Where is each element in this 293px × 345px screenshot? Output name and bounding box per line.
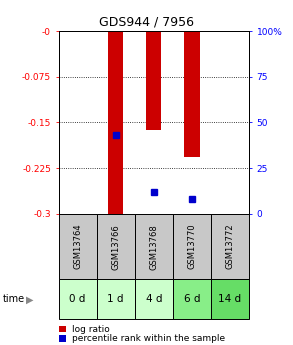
Text: GSM13772: GSM13772 (226, 224, 234, 269)
Text: 0 d: 0 d (69, 294, 86, 304)
Text: time: time (3, 294, 25, 304)
Text: log ratio: log ratio (72, 325, 110, 334)
Text: GSM13768: GSM13768 (149, 224, 158, 269)
Text: 14 d: 14 d (219, 294, 241, 304)
Text: 6 d: 6 d (184, 294, 200, 304)
Text: GSM13770: GSM13770 (188, 224, 196, 269)
Text: GSM13764: GSM13764 (73, 224, 82, 269)
Text: 1 d: 1 d (108, 294, 124, 304)
Bar (108, 31, 123, 217)
Text: GDS944 / 7956: GDS944 / 7956 (99, 16, 194, 29)
Text: 4 d: 4 d (146, 294, 162, 304)
Text: percentile rank within the sample: percentile rank within the sample (72, 334, 225, 343)
Text: ▶: ▶ (25, 294, 33, 304)
Bar (184, 31, 200, 157)
Text: GSM13766: GSM13766 (111, 224, 120, 269)
Bar (146, 31, 161, 130)
